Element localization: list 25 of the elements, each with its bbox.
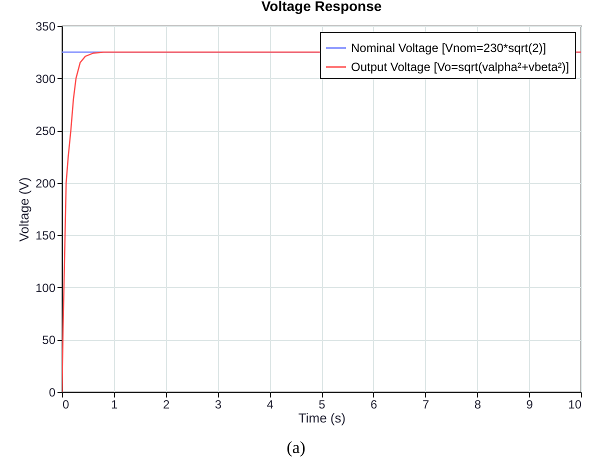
chart-title: Voltage Response — [261, 0, 382, 14]
x-axis-title: Time (s) — [298, 410, 346, 426]
y-tick-label: 0 — [48, 386, 56, 400]
x-tick-label: 4 — [266, 398, 274, 412]
x-tick-label: 10 — [568, 398, 582, 412]
y-tick-label: 300 — [35, 72, 56, 86]
y-tick-label: 200 — [35, 176, 56, 190]
x-tick-label: 8 — [474, 398, 482, 412]
x-tick-label: 2 — [162, 398, 170, 412]
y-tick-label: 350 — [35, 20, 56, 34]
y-tick-label: 50 — [42, 333, 56, 348]
x-tick-label: 0 — [62, 398, 70, 412]
y-tick-label: 250 — [35, 124, 56, 138]
y-axis-title: Voltage (V) — [16, 177, 32, 242]
x-tick-label: 5 — [318, 398, 326, 412]
text: (a) — [286, 438, 306, 458]
y-tick-label: 100 — [35, 280, 56, 295]
legend-label: Nominal Voltage [Vnom=230*sqrt(2)] — [351, 41, 546, 55]
x-tick-label: 3 — [214, 398, 222, 412]
y-tick-label: 150 — [35, 228, 56, 243]
x-tick-label: 6 — [370, 398, 378, 412]
x-tick-label: 9 — [526, 398, 534, 412]
x-tick-label: 1 — [111, 398, 118, 412]
legend-label: Output Voltage [Vo=sqrt(valpha²+vbeta²)] — [351, 60, 570, 74]
x-tick-label: 7 — [422, 398, 430, 412]
